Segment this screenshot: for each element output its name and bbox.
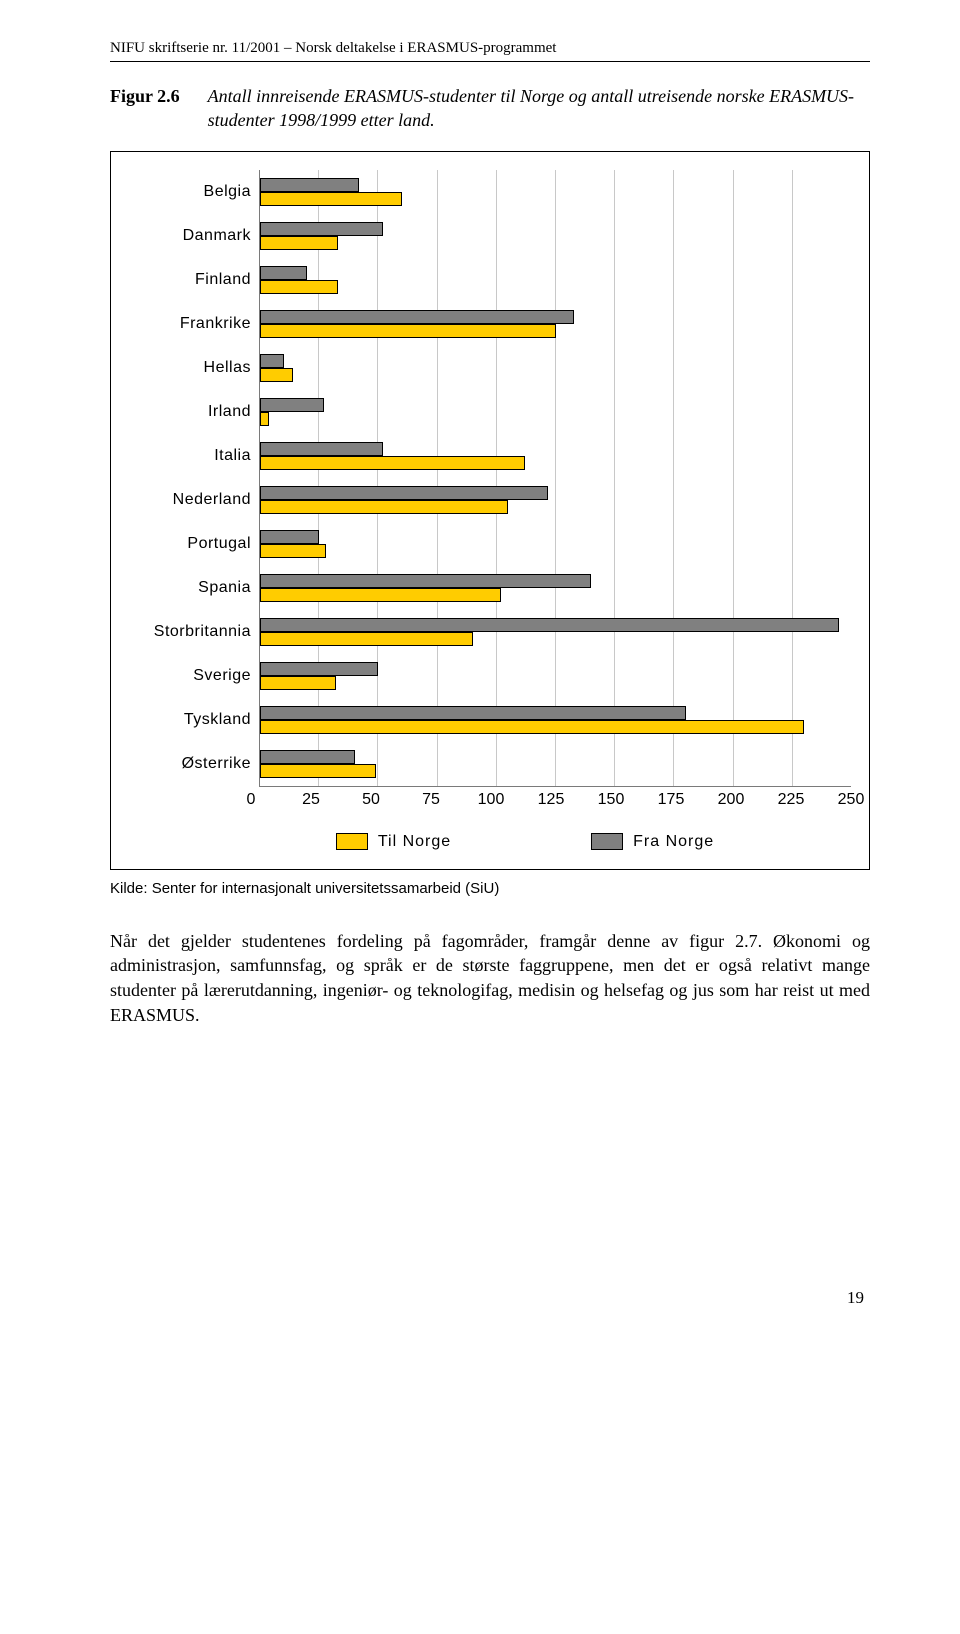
y-tick-label: Portugal <box>129 522 251 566</box>
bar-fra <box>260 310 574 324</box>
bar-fra <box>260 662 378 676</box>
figure-description: Antall innreisende ERASMUS-studenter til… <box>208 84 870 133</box>
y-tick-label: Sverige <box>129 654 251 698</box>
bar-fra <box>260 486 548 500</box>
legend-swatch-til <box>336 833 368 850</box>
bar-group <box>260 258 851 302</box>
body-paragraph: Når det gjelder studentenes fordeling på… <box>110 929 870 1028</box>
bar-group <box>260 522 851 566</box>
x-axis-ticks: 0255075100125150175200225250 <box>251 787 851 815</box>
y-tick-label: Belgia <box>129 170 251 214</box>
bar-fra <box>260 178 359 192</box>
bar-fra <box>260 574 591 588</box>
y-tick-label: Nederland <box>129 478 251 522</box>
legend-item-fra: Fra Norge <box>591 833 714 851</box>
x-tick-label: 225 <box>778 791 805 809</box>
bar-fra <box>260 442 383 456</box>
x-tick-label: 75 <box>422 791 440 809</box>
bar-group <box>260 742 851 786</box>
bar-group <box>260 654 851 698</box>
x-tick-label: 50 <box>362 791 380 809</box>
bar-group <box>260 214 851 258</box>
bar-til <box>260 764 376 778</box>
bar-fra <box>260 266 307 280</box>
bar-til <box>260 588 501 602</box>
y-tick-label: Spania <box>129 566 251 610</box>
source-line: Kilde: Senter for internasjonalt univers… <box>110 880 870 897</box>
bar-fra <box>260 398 324 412</box>
bar-til <box>260 324 556 338</box>
y-tick-label: Irland <box>129 390 251 434</box>
bar-group <box>260 610 851 654</box>
y-tick-label: Storbritannia <box>129 610 251 654</box>
x-tick-label: 250 <box>838 791 865 809</box>
y-tick-label: Hellas <box>129 346 251 390</box>
y-axis-labels: BelgiaDanmarkFinlandFrankrikeHellasIrlan… <box>129 170 259 787</box>
bar-til <box>260 500 508 514</box>
bar-til <box>260 412 269 426</box>
bar-fra <box>260 706 686 720</box>
bar-fra <box>260 530 319 544</box>
x-tick-label: 0 <box>247 791 256 809</box>
bar-til <box>260 544 326 558</box>
bar-group <box>260 698 851 742</box>
x-tick-label: 125 <box>538 791 565 809</box>
bar-fra <box>260 750 355 764</box>
bar-fra <box>260 618 839 632</box>
bar-group <box>260 434 851 478</box>
x-tick-label: 175 <box>658 791 685 809</box>
bar-group <box>260 346 851 390</box>
y-tick-label: Østerrike <box>129 742 251 786</box>
bar-til <box>260 368 293 382</box>
x-tick-label: 100 <box>478 791 505 809</box>
x-axis-spacer <box>129 787 251 815</box>
running-header: NIFU skriftserie nr. 11/2001 – Norsk del… <box>110 40 870 57</box>
y-tick-label: Finland <box>129 258 251 302</box>
bar-til <box>260 456 525 470</box>
bar-group <box>260 478 851 522</box>
bar-group <box>260 390 851 434</box>
bar-group <box>260 302 851 346</box>
chart-legend: Til Norge Fra Norge <box>129 833 851 851</box>
bar-group <box>260 170 851 214</box>
figure-label: Figur 2.6 <box>110 84 180 133</box>
bar-til <box>260 280 338 294</box>
bar-fra <box>260 354 284 368</box>
legend-item-til: Til Norge <box>336 833 451 851</box>
bar-container <box>260 170 851 786</box>
y-tick-label: Frankrike <box>129 302 251 346</box>
bar-group <box>260 566 851 610</box>
bar-til <box>260 720 804 734</box>
legend-label-fra: Fra Norge <box>633 833 714 851</box>
header-rule <box>110 61 870 62</box>
figure-caption: Figur 2.6 Antall innreisende ERASMUS-stu… <box>110 84 870 133</box>
x-tick-label: 25 <box>302 791 320 809</box>
page-number: 19 <box>110 1288 870 1308</box>
y-tick-label: Danmark <box>129 214 251 258</box>
chart-frame: BelgiaDanmarkFinlandFrankrikeHellasIrlan… <box>110 151 870 870</box>
y-tick-label: Italia <box>129 434 251 478</box>
y-tick-label: Tyskland <box>129 698 251 742</box>
bar-til <box>260 632 473 646</box>
x-tick-label: 200 <box>718 791 745 809</box>
bar-til <box>260 676 336 690</box>
x-tick-label: 150 <box>598 791 625 809</box>
plot-area <box>259 170 851 787</box>
bar-til <box>260 192 402 206</box>
bar-til <box>260 236 338 250</box>
legend-label-til: Til Norge <box>378 833 451 851</box>
bar-fra <box>260 222 383 236</box>
legend-swatch-fra <box>591 833 623 850</box>
